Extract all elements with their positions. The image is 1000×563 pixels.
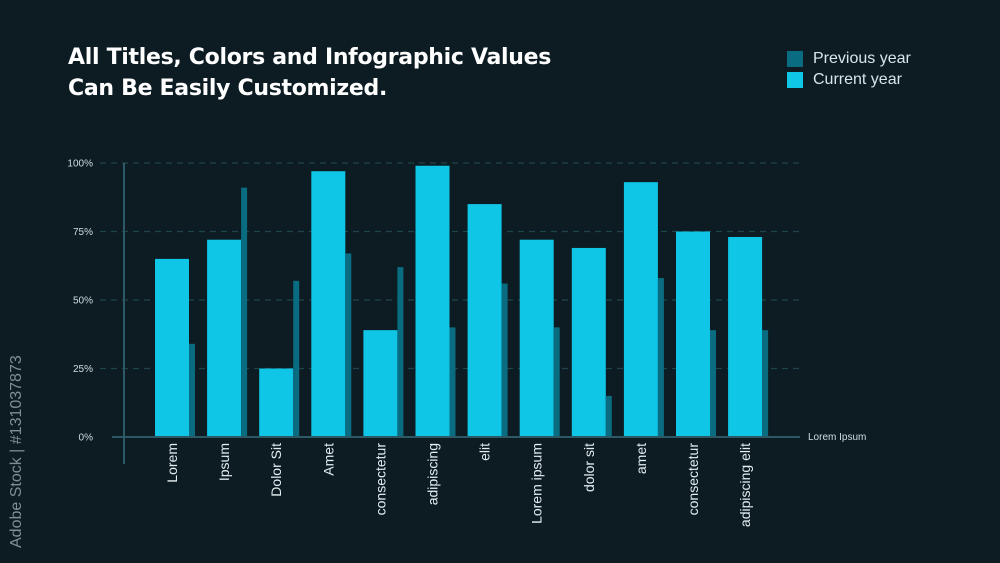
x-category-label: Lorem ipsum [529,443,545,524]
legend-label-previous: Previous year [813,50,911,67]
bar-current-year [728,236,763,437]
bar-previous-year [241,187,248,437]
bar-previous-year [345,253,352,437]
y-tick-label: 100% [67,159,93,170]
legend-label-current: Current year [813,71,902,88]
bar-current-year [415,165,450,438]
bar-current-year [155,258,189,437]
chart-title-line-2: Can Be Easily Customized. [68,76,388,101]
y-tick-label: 50% [73,296,93,307]
bar-current-year [207,239,242,437]
x-category-label: Lorem [164,443,180,483]
x-category-label: adipiscing [425,443,441,505]
bar-previous-year [449,327,456,437]
x-category-label: dolor sit [581,443,597,492]
bar-current-year [623,182,658,437]
bar-current-year [363,330,398,437]
chart-title-line-1: All Titles, Colors and Infographic Value… [68,45,552,70]
x-category-label: Ipsum [216,443,232,481]
x-category-label: consectetur [685,443,701,516]
bar-current-year [676,231,710,437]
y-tick-label: 0% [79,433,94,444]
bar-previous-year [762,330,769,437]
x-category-label: consectetur [372,443,388,516]
x-category-label: Amet [320,443,336,476]
y-tick-label: 75% [73,227,93,238]
bar-previous-year [293,280,300,437]
bar-previous-year [657,278,664,437]
x-category-label: Dolor Sit [268,443,284,497]
bar-current-year [571,247,606,437]
bar-current-year [311,171,346,437]
legend-item-current-year: Current year [787,71,977,89]
bar-current-year [467,204,502,437]
bar-previous-year [710,330,716,437]
axis-layer [112,163,800,464]
legend-swatch-current [787,72,803,88]
x-category-label: elit [477,443,493,461]
bar-previous-year [397,267,404,437]
bar-current-year [519,239,554,437]
labels-layer: 0% 25% 50% 75% 100% Lorem Ipsum Dolor Sit Amet co… [67,159,866,528]
x-category-label: adipiscing elit [737,443,753,527]
legend-item-previous-year: Previous year [787,50,977,68]
bar-previous-year [189,343,195,437]
bar-current-year [259,368,294,437]
bars-layer [155,165,769,438]
chart-title: All Titles, Colors and Infographic Value… [68,42,628,104]
y-tick-label: 25% [73,364,93,375]
x-category-label: amet [633,443,649,474]
legend-swatch-previous [787,51,803,67]
x-axis-label: Lorem Ipsum [808,432,866,443]
bar-previous-year [553,327,560,437]
bar-previous-year [605,395,612,437]
bar-previous-year [501,283,508,437]
